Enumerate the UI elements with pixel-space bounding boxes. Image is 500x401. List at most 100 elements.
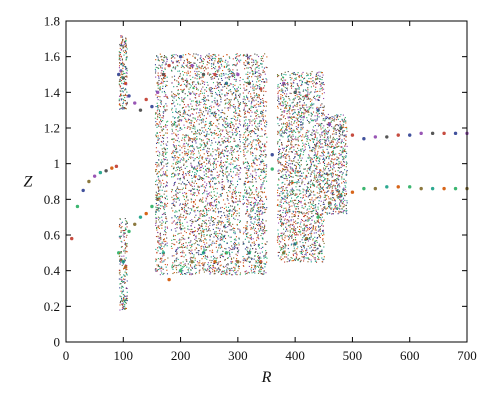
chaos-dot (124, 67, 127, 69)
chaos-dot (202, 267, 204, 269)
chaos-dot (257, 244, 259, 246)
chaos-dot (193, 210, 195, 212)
chaos-dot (286, 145, 288, 148)
chaos-dot (204, 238, 206, 240)
chaos-dot (156, 193, 158, 195)
chaos-dot (164, 244, 166, 246)
chaos-dot (189, 66, 191, 68)
chaos-dot (263, 227, 265, 229)
chaos-dot (290, 79, 292, 81)
chaos-dot (119, 62, 121, 64)
chaos-dot (205, 225, 207, 227)
chaos-dot (160, 270, 162, 272)
chaos-dot (214, 115, 216, 117)
chaos-dot (217, 212, 220, 214)
chaos-dot (188, 242, 190, 244)
chaos-dot (316, 176, 318, 178)
chaos-dot (122, 61, 124, 63)
chaos-dot (196, 78, 198, 80)
chaos-dot (206, 195, 209, 197)
chaos-dot (204, 56, 207, 58)
chaos-dot (179, 219, 181, 221)
chaos-dot (221, 254, 223, 257)
chaos-dot (216, 188, 218, 190)
chaos-dot (259, 227, 262, 229)
chaos-dot (234, 263, 236, 265)
chaos-dot (216, 198, 218, 200)
chaos-dot (262, 98, 264, 100)
chaos-dot (161, 219, 163, 221)
chaos-dot (183, 112, 185, 114)
chaos-dot (161, 227, 163, 229)
chaos-dot (194, 230, 196, 232)
chaos-dot (281, 111, 283, 113)
chaos-dot (305, 212, 307, 215)
chaos-dot (182, 235, 184, 237)
chaos-dot (217, 102, 219, 105)
chaos-dot (242, 100, 244, 103)
chaos-dot (188, 151, 190, 153)
chaos-dot (174, 181, 177, 183)
chaos-dot (157, 125, 159, 127)
data-point (236, 260, 240, 264)
chaos-dot (119, 108, 121, 110)
chaos-dot (200, 248, 202, 250)
chaos-dot (197, 150, 200, 152)
chaos-dot (263, 125, 266, 127)
chaos-dot (177, 174, 179, 176)
chaos-dot (216, 134, 218, 136)
chaos-dot (200, 166, 203, 168)
chaos-dot (225, 82, 227, 84)
chaos-dot (124, 271, 126, 273)
chaos-dot (201, 193, 204, 195)
chaos-dot (254, 243, 256, 246)
chaos-dot (211, 101, 213, 103)
chaos-dot (261, 213, 263, 215)
chaos-dot (214, 71, 217, 73)
chaos-dot (160, 257, 162, 259)
chaos-dot (321, 87, 323, 89)
chaos-dot (244, 154, 246, 156)
chaos-dot (259, 161, 262, 163)
chaos-dot (183, 83, 185, 85)
chaos-dot (201, 245, 203, 247)
chaos-dot (190, 228, 192, 231)
chaos-dot (158, 186, 160, 188)
chaos-dot (124, 243, 126, 245)
chaos-dot (281, 182, 283, 184)
chaos-dot (177, 77, 180, 79)
chaos-dot (233, 239, 235, 241)
chaos-dot (264, 101, 266, 103)
chaos-dot (163, 134, 165, 136)
chaos-dot (174, 235, 176, 237)
chaos-dot (172, 172, 174, 174)
chaos-dot (122, 38, 124, 40)
chaos-dot (218, 156, 220, 158)
chaos-dot (178, 209, 180, 211)
chaos-dot (235, 110, 237, 112)
chaos-dot (219, 265, 221, 267)
chaos-dot (175, 163, 177, 165)
chaos-dot (229, 107, 231, 109)
chaos-dot (246, 124, 248, 126)
chaos-dot (172, 163, 174, 165)
chaos-dot (124, 267, 126, 269)
chaos-dot (165, 172, 167, 174)
chaos-dot (192, 100, 194, 102)
chaos-dot (118, 98, 120, 100)
chaos-dot (167, 257, 169, 259)
chaos-dot (157, 107, 159, 109)
chaos-dot (238, 130, 241, 133)
chaos-dot (230, 183, 232, 185)
chaos-dot (262, 55, 264, 57)
chaos-dot (207, 99, 209, 101)
chaos-dot (208, 53, 210, 55)
chaos-dot (256, 211, 258, 213)
chaos-dot (121, 76, 123, 78)
chaos-dot (206, 54, 208, 56)
chaos-dot (289, 226, 291, 228)
chaos-dot (212, 148, 214, 150)
chaos-dot (247, 127, 249, 129)
chaos-dot (123, 43, 125, 45)
chaos-dot (292, 113, 294, 115)
